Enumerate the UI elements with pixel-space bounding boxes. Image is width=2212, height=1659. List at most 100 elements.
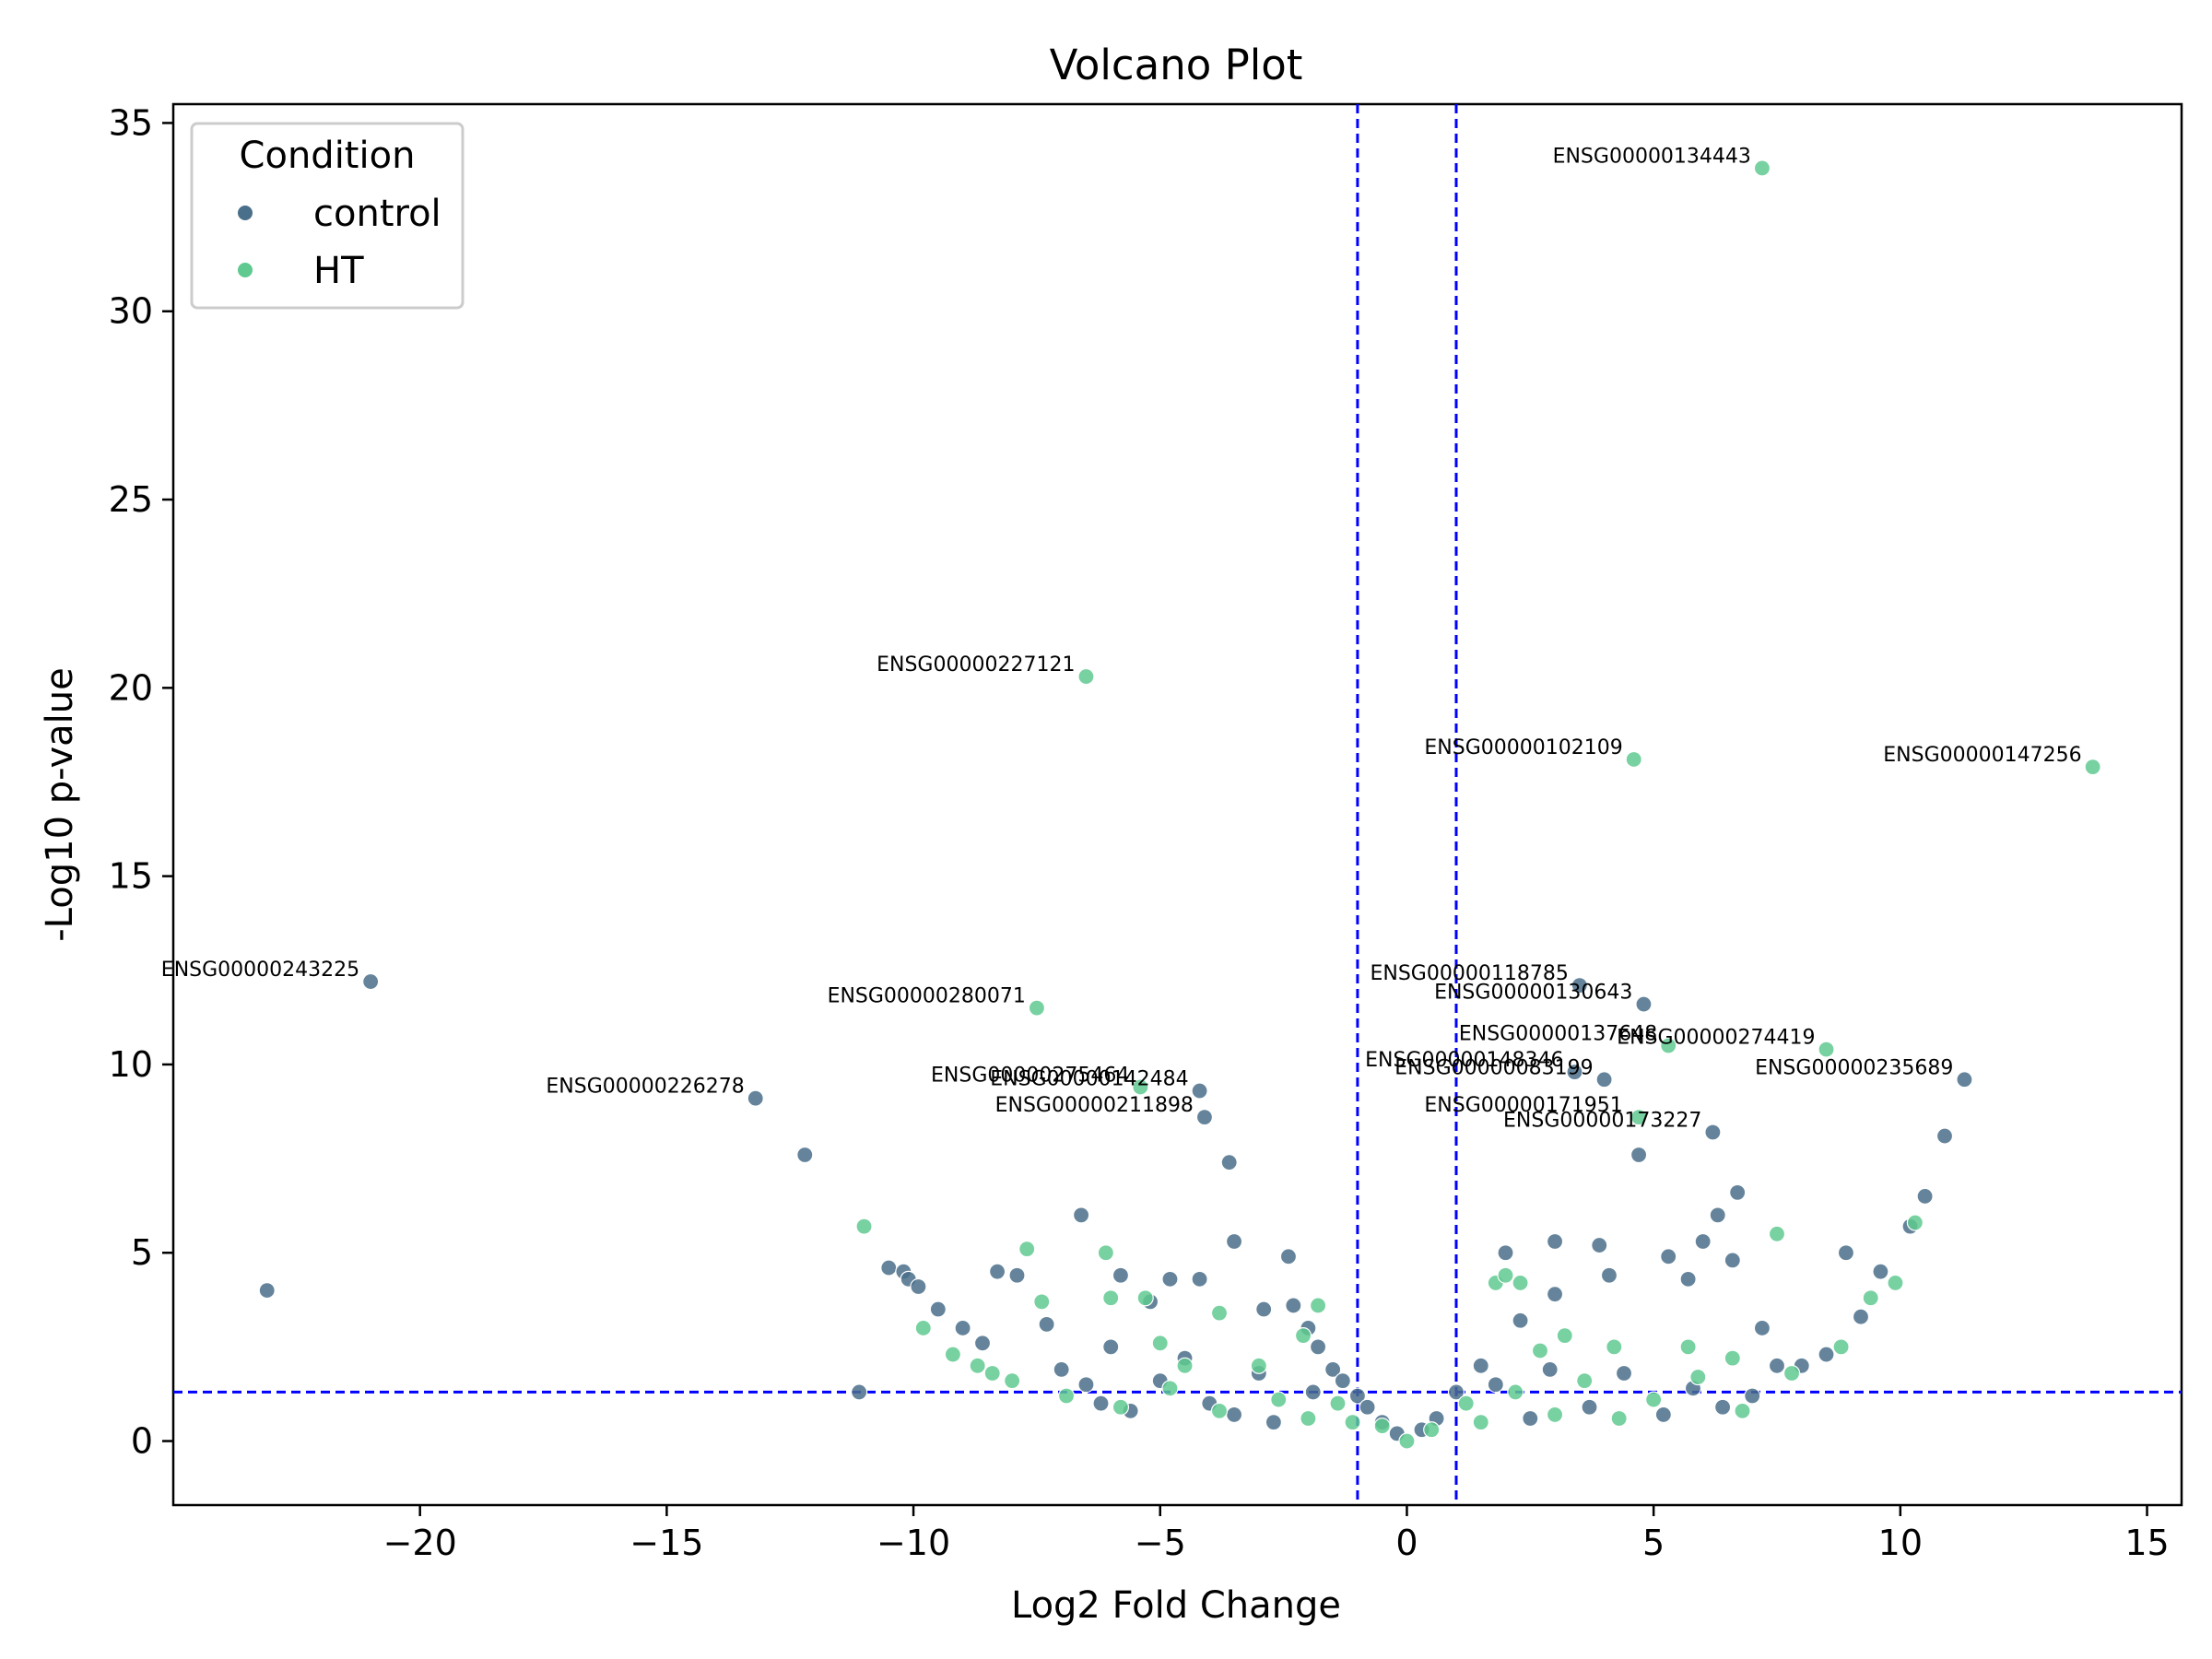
data-point-ht-6 <box>1033 1293 1051 1311</box>
data-point-control-66 <box>1916 1187 1934 1206</box>
y-tick-label: 30 <box>109 291 153 332</box>
data-point-control-71 <box>1092 1394 1110 1412</box>
data-point-control-76 <box>1225 1406 1243 1424</box>
gene-label-6: ENSG00000118785 <box>1370 962 1568 985</box>
data-point-control-22 <box>1195 1109 1214 1126</box>
chart-title: Volcano Plot <box>1050 41 1303 89</box>
data-point-control-1 <box>362 972 380 991</box>
plot-area <box>171 102 2183 1507</box>
data-point-ht-52 <box>1576 1372 1594 1390</box>
data-point-control-41 <box>1512 1312 1529 1329</box>
data-point-ht-48 <box>1300 1409 1317 1428</box>
data-point-control-4 <box>851 1383 868 1401</box>
data-point-control-59 <box>1768 1357 1786 1374</box>
data-point-ht-9 <box>1102 1289 1120 1307</box>
data-point-ht-28 <box>1556 1327 1573 1345</box>
data-point-control-53 <box>1694 1232 1712 1251</box>
gene-label-13: ENSG00000226278 <box>546 1076 744 1099</box>
data-point-control-32 <box>1348 1387 1367 1405</box>
gene-label-11: ENSG00000083199 <box>1394 1056 1593 1079</box>
data-point-control-0 <box>258 1281 276 1300</box>
data-point-ht-59 <box>1887 1274 1904 1292</box>
data-point-ht-45 <box>1161 1380 1179 1397</box>
data-point-ht-1 <box>914 1319 932 1337</box>
data-point-control-55 <box>1709 1206 1726 1224</box>
x-tick-label: −10 <box>877 1523 950 1563</box>
data-point-ht-49 <box>1472 1414 1489 1431</box>
gene-label-18: ENSG00000173227 <box>1503 1109 1701 1132</box>
data-point-ht-46 <box>1210 1402 1229 1419</box>
legend-label-control: control <box>313 193 441 235</box>
data-point-control-88 <box>1744 1387 1761 1405</box>
data-point-ht-53 <box>1610 1409 1628 1428</box>
data-point-control-21 <box>1191 1082 1208 1100</box>
data-point-ht-4 <box>1018 1241 1036 1258</box>
data-point-control-15 <box>1073 1206 1090 1224</box>
data-point-control-20 <box>1191 1270 1208 1288</box>
data-point-control-48 <box>1600 1266 1618 1284</box>
data-point-ht-33 <box>1679 1338 1697 1356</box>
data-point-ht-54 <box>1645 1391 1663 1408</box>
data-point-control-12 <box>988 1263 1006 1280</box>
data-point-control-10 <box>954 1319 971 1337</box>
data-point-control-46 <box>1591 1236 1608 1254</box>
data-point-control-2 <box>747 1089 764 1107</box>
data-point-control-81 <box>1522 1409 1539 1428</box>
data-point-ht-19 <box>1344 1414 1361 1431</box>
legend-marker-ht <box>238 263 253 277</box>
data-point-control-39 <box>1472 1357 1489 1374</box>
gene-label-9: ENSG00000274419 <box>1617 1027 1815 1050</box>
data-point-control-67 <box>1936 1127 1954 1145</box>
data-point-control-64 <box>1872 1263 1889 1280</box>
data-point-control-58 <box>1753 1319 1771 1337</box>
data-point-control-56 <box>1724 1252 1741 1269</box>
data-point-control-17 <box>1112 1266 1130 1284</box>
data-point-control-33 <box>1359 1398 1376 1416</box>
x-tick-label: 0 <box>1395 1523 1418 1563</box>
data-point-ht-5 <box>1028 999 1046 1017</box>
data-point-ht-2 <box>969 1357 986 1374</box>
legend: Condition control HT <box>190 122 465 310</box>
data-point-control-14 <box>1038 1315 1055 1333</box>
x-tick-label: −20 <box>383 1523 457 1563</box>
data-point-ht-47 <box>1270 1391 1288 1408</box>
gene-label-3: ENSG00000147256 <box>1883 744 2081 767</box>
data-point-control-87 <box>1713 1398 1732 1416</box>
gene-label-4: ENSG00000243225 <box>161 959 359 982</box>
data-point-control-47 <box>1595 1071 1613 1088</box>
data-point-ht-26 <box>1512 1274 1529 1292</box>
data-point-control-16 <box>1102 1338 1120 1356</box>
data-point-ht-39 <box>1906 1214 1924 1231</box>
data-point-ht-12 <box>1151 1335 1169 1352</box>
data-point-ht-7 <box>1077 667 1095 686</box>
data-point-control-85 <box>1654 1406 1672 1424</box>
data-point-control-49 <box>1630 1146 1648 1164</box>
y-tick-label: 35 <box>109 102 153 143</box>
data-point-ht-40 <box>2084 759 2101 776</box>
data-point-control-38 <box>1447 1383 1465 1401</box>
data-point-control-9 <box>929 1300 947 1318</box>
data-point-control-40 <box>1497 1244 1514 1262</box>
gene-labels: ENSG00000134443 ENSG00000227121 ENSG000001… <box>161 145 2082 1132</box>
data-point-control-84 <box>1615 1364 1633 1382</box>
data-point-control-13 <box>1008 1266 1026 1284</box>
x-tick-label: 10 <box>1878 1523 1923 1563</box>
data-point-ht-16 <box>1294 1327 1312 1345</box>
data-point-ht-34 <box>1724 1349 1741 1367</box>
data-point-control-8 <box>910 1277 927 1296</box>
data-point-ht-58 <box>1832 1338 1850 1356</box>
x-axis-title: Log2 Fold Change <box>1011 1584 1341 1627</box>
data-point-control-5 <box>880 1259 898 1277</box>
data-point-ht-51 <box>1546 1406 1564 1424</box>
data-point-control-23 <box>1220 1154 1238 1171</box>
x-axis: −20 −15 −10 −5 0 5 10 15 <box>383 1505 2170 1563</box>
data-point-ht-32 <box>1660 1037 1677 1054</box>
gene-label-17: ENSG00000171951 <box>1424 1094 1622 1117</box>
data-point-control-83 <box>1581 1398 1598 1416</box>
data-point-control-51 <box>1660 1248 1677 1265</box>
y-tick-label: 5 <box>131 1232 153 1273</box>
legend-label-ht: HT <box>313 250 364 292</box>
data-point-ht-25 <box>1497 1266 1514 1284</box>
data-point-ht-31 <box>1630 1109 1648 1126</box>
data-point-ht-11 <box>1136 1289 1154 1307</box>
